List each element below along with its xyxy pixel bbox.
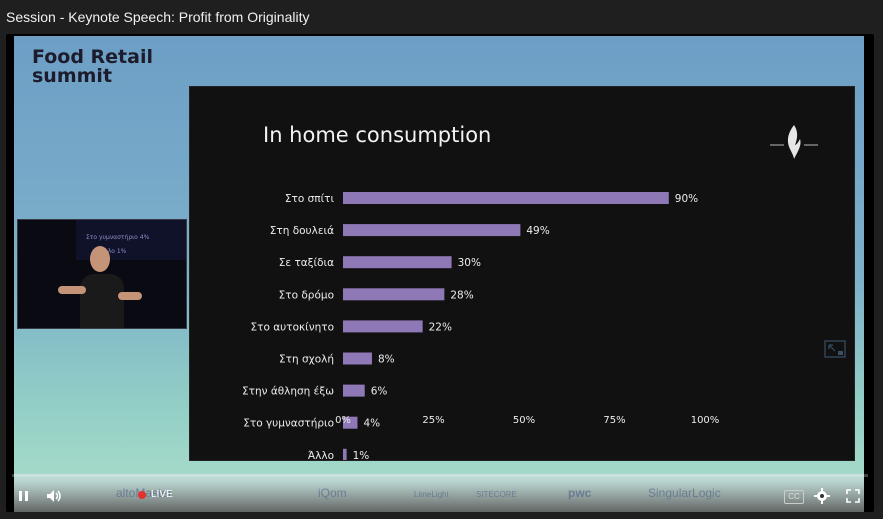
live-indicator[interactable]: LIVE [138,489,173,500]
live-label: LIVE [151,489,173,500]
sponsor-logo: iQom [318,486,347,500]
pause-icon[interactable] [18,490,30,502]
x-tick-label: 75% [603,415,625,426]
sponsor-logo: SITECORE [476,490,517,499]
event-brand-logo: Food Retail summit [32,48,153,86]
fullscreen-icon[interactable] [846,489,860,503]
bar [343,416,358,429]
bar-value-label: 49% [526,225,549,237]
sponsor-logo: LimeLight [414,490,449,499]
category-label: Στη δουλειά [270,225,334,237]
bar-value-label: 90% [675,193,698,205]
category-label: Σε ταξίδια [279,257,334,269]
bar-value-label: 4% [363,418,380,430]
bar-value-label: 8% [378,354,395,366]
volume-icon[interactable] [46,489,62,503]
speaker-arm-left [58,286,86,294]
x-tick-label: 0% [335,415,351,426]
settings-gear-icon[interactable] [814,488,830,504]
video-player[interactable]: Food Retail summit In home consumption Σ… [6,34,874,512]
pip-screen-line-2: Άλλο 1% [100,248,127,255]
x-tick-label: 25% [422,415,444,426]
speaker-body [80,274,124,328]
bar-value-label: 28% [450,289,473,301]
sponsor-logo: pwc [568,486,592,500]
category-label: Στη σχολή [279,354,334,366]
captions-button[interactable]: CC [784,490,804,504]
bird-logo-icon [770,125,818,159]
sponsor-logo: SingularLogic [648,486,721,500]
expand-screen-icon[interactable] [824,340,846,358]
window-title: Session - Keynote Speech: Profit from Or… [6,9,310,25]
speaker-head [90,246,110,272]
category-label: Στο γυμναστήριο [243,418,334,430]
live-dot-icon [138,490,146,499]
brand-line-2: summit [32,65,113,87]
video-progress-bar[interactable] [12,474,868,477]
bar [343,192,669,204]
speaker-arm-right [118,292,142,300]
category-label: Στην άθληση έξω [242,386,334,398]
x-tick-label: 100% [691,415,720,426]
bar-value-label: 22% [429,321,452,333]
window-title-bar: Session - Keynote Speech: Profit from Or… [0,0,883,34]
bar [343,256,452,269]
player-controls [6,480,874,512]
bar [343,224,521,237]
presentation-slide: In home consumption Στο σπίτι 90% Στη δουλ… [190,87,854,460]
category-label: Στο αυτοκίνητο [251,321,334,333]
bar-chart: Στο σπίτι 90% Στη δουλειά 49% Σε ταξίδια 30% Σ… [242,192,720,460]
bar [343,352,372,365]
bar [343,448,347,460]
slide-title: In home consumption [263,123,492,147]
category-label: Άλλο [308,450,334,460]
bar [343,320,423,333]
category-label: Στο δρόμο [279,289,334,301]
category-label: Στο σπίτι [285,193,335,205]
bar-value-label: 6% [371,386,388,398]
bar [343,384,365,397]
bar-value-label: 1% [353,450,370,460]
speaker-camera-feed[interactable]: Στο γυμναστήριο 4% Άλλο 1% [17,219,187,329]
brand-line-1: Food Retail [32,46,153,68]
x-tick-label: 50% [513,415,535,426]
bar [343,288,445,301]
bar-value-label: 30% [458,257,481,269]
pip-screen-line-1: Στο γυμναστήριο 4% [86,234,150,241]
